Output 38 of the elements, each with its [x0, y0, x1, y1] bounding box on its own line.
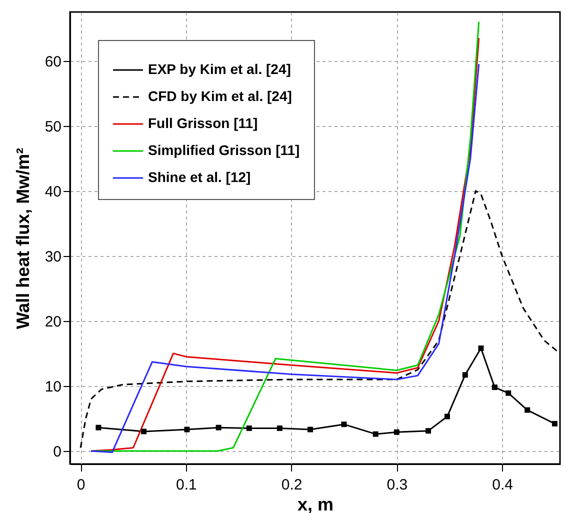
point [492, 384, 498, 390]
point [372, 431, 378, 437]
point [524, 407, 530, 413]
x-tick-label: 0.2 [281, 476, 302, 494]
point [184, 426, 190, 432]
legend-label: EXP by Kim et al. [24] [148, 61, 291, 77]
legend-label: Full Grisson [11] [148, 115, 258, 131]
point [426, 428, 432, 434]
point [462, 372, 468, 378]
point [96, 424, 102, 430]
point [444, 414, 450, 420]
y-tick-label: 40 [44, 183, 62, 200]
point [506, 390, 512, 396]
x-tick-label: 0.4 [492, 476, 513, 494]
legend-label: CFD by Kim et al. [24] [148, 88, 292, 104]
y-tick-label: 30 [44, 248, 62, 266]
point [216, 424, 222, 430]
point [552, 420, 558, 426]
y-tick-label: 10 [44, 378, 62, 396]
point [341, 422, 347, 428]
line-series [80, 190, 560, 448]
legend-label: Shine et al. [12] [148, 169, 251, 185]
point [141, 428, 146, 434]
y-tick-label: 50 [44, 118, 62, 136]
point [276, 425, 282, 431]
legend-label: Simplified Grisson [11] [148, 142, 300, 158]
y-tick-label: 0 [53, 443, 62, 460]
point [246, 425, 252, 431]
y-tick-label: 60 [44, 53, 62, 70]
x-axis-title: x, m [297, 494, 334, 513]
y-tick-label: 20 [44, 313, 62, 330]
x-tick-label: 0 [76, 476, 86, 494]
point [394, 429, 400, 435]
x-tick-label: 0.1 [176, 476, 197, 494]
point [478, 345, 484, 351]
point [308, 426, 313, 432]
x-tick-label: 0.3 [386, 476, 408, 494]
y-axis-title: Wall heat flux, Mw/m² [12, 148, 33, 330]
